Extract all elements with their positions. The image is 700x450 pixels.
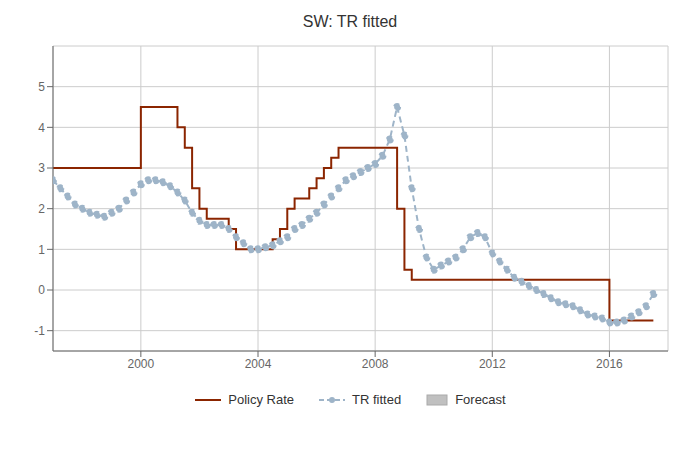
- html-text:TR fitted: TR fitted: [352, 392, 402, 407]
- svg-text:2: 2: [38, 202, 45, 216]
- html-text:Policy Rate: Policy Rate: [228, 392, 294, 407]
- html-text:Forecast: Forecast: [455, 392, 506, 407]
- svg-text:4: 4: [38, 121, 45, 135]
- svg-text:1: 1: [38, 243, 45, 257]
- svg-text:2012: 2012: [479, 357, 506, 371]
- svg-text:-1: -1: [34, 324, 45, 338]
- svg-text:2016: 2016: [596, 357, 623, 371]
- html-text:SW: TR fitted: SW: TR fitted: [302, 13, 398, 30]
- svg-text:5: 5: [38, 80, 45, 94]
- svg-text:2004: 2004: [245, 357, 272, 371]
- svg-text:0: 0: [38, 283, 45, 297]
- svg-text:2000: 2000: [128, 357, 155, 371]
- svg-text:2008: 2008: [362, 357, 389, 371]
- svg-text:3: 3: [38, 161, 45, 175]
